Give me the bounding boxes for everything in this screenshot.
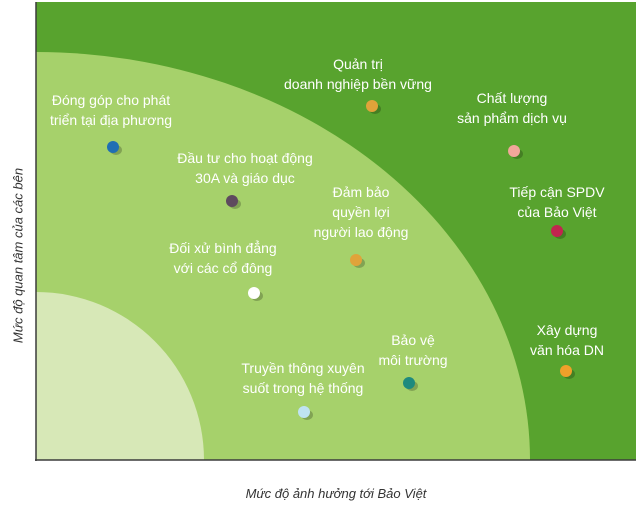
topic-corporate-governance-label: Quản trị doanh nghiệp bền vững	[258, 54, 458, 94]
label-line: Quản trị	[333, 56, 383, 72]
x-axis-label: Mức độ ảnh hưởng tới Bảo Việt	[245, 486, 427, 501]
label-line: văn hóa DN	[530, 342, 604, 358]
topic-local-development-label: Đóng góp cho phát triển tại địa phương	[11, 90, 211, 130]
label-line: doanh nghiệp bền vững	[284, 76, 432, 92]
topic-employee-rights-dot	[350, 254, 362, 266]
label-line: người lao động	[313, 224, 409, 240]
inner-zone	[36, 292, 204, 460]
topic-education-investment-label: Đầu tư cho hoạt động 30A và giáo dục	[145, 148, 345, 188]
label-line: Truyền thông xuyên	[241, 360, 365, 376]
topic-corporate-governance-dot	[366, 100, 378, 112]
label-line: Đóng góp cho phát	[51, 92, 171, 108]
topic-shareholder-equality-dot	[248, 287, 260, 299]
topic-dots	[107, 100, 575, 420]
label-line: của Bảo Việt	[517, 204, 597, 220]
materiality-matrix	[35, 2, 636, 461]
topic-employee-rights-label: Đảm bảo quyền lợi người lao động	[261, 182, 461, 242]
label-line: 30A và giáo dục	[195, 170, 295, 186]
label-line: với các cổ đông	[173, 260, 273, 276]
label-line: Đảm bảo	[332, 184, 390, 200]
topic-corporate-culture-dot	[560, 365, 572, 377]
topic-local-development-dot	[107, 141, 119, 153]
topic-internal-communication-dot	[298, 406, 310, 418]
label-line: suốt trong hệ thống	[242, 380, 364, 396]
label-line: Đầu tư cho hoạt động	[177, 150, 313, 166]
label-line: Chất lượng	[476, 90, 548, 106]
topic-environment-label: Bảo vệ môi trường	[313, 330, 513, 370]
label-line: sản phẩm dịch vụ	[457, 110, 567, 126]
label-line: Bảo vệ	[391, 332, 435, 348]
topic-education-investment-dot	[226, 195, 238, 207]
label-line: Tiếp cận SPDV	[509, 184, 605, 200]
label-line: môi trường	[378, 352, 448, 368]
topic-access-to-services-dot	[551, 225, 563, 237]
topic-access-to-services-label: Tiếp cận SPDV của Bảo Việt	[457, 182, 640, 222]
topic-environment-dot	[403, 377, 415, 389]
label-line: Đối xử bình đẳng	[169, 240, 277, 256]
topic-shareholder-equality-label: Đối xử bình đẳng với các cổ đông	[123, 238, 323, 278]
label-line: Xây dựng	[536, 322, 598, 338]
topic-internal-communication-label: Truyền thông xuyên suốt trong hệ thống	[203, 358, 403, 398]
topic-corporate-culture-label: Xây dựng văn hóa DN	[467, 320, 640, 360]
topic-service-quality-dot	[508, 145, 520, 157]
label-line: quyền lợi	[332, 204, 390, 220]
topic-service-quality-label: Chất lượng sản phẩm dịch vụ	[412, 88, 612, 128]
label-line: triển tại địa phương	[49, 112, 173, 128]
